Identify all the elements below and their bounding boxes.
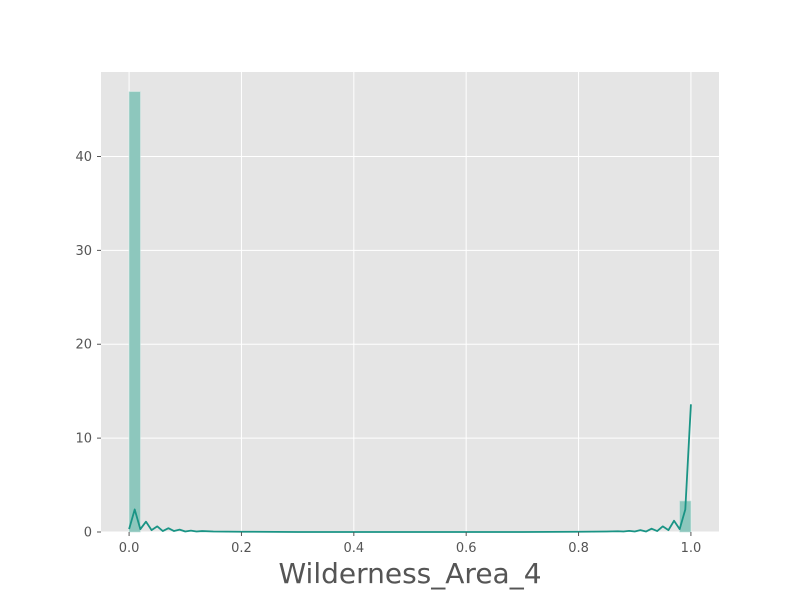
x-tick-label: 0.8 (568, 541, 589, 556)
y-tick-label: 30 (75, 244, 92, 259)
axis-ticks: 0.0 0.2 0.4 0.6 0.8 1.0 0 10 20 30 40 (75, 150, 701, 556)
kde-line (128, 404, 692, 533)
kde-curve-group (128, 404, 692, 533)
x-tick-label: 0.6 (456, 541, 477, 556)
y-tick-label: 0 (84, 526, 92, 541)
x-tick-label: 0.2 (231, 541, 252, 556)
y-tick-label: 10 (75, 432, 92, 447)
y-tick-label: 20 (75, 338, 92, 353)
x-tick-label: 0.0 (119, 541, 140, 556)
x-axis-title: Wilderness_Area_4 (278, 557, 541, 590)
plot-background (101, 72, 719, 532)
x-tick-label: 1.0 (681, 541, 702, 556)
y-tick-label: 40 (75, 150, 92, 165)
histogram-bar (128, 91, 141, 533)
x-tick-label: 0.4 (343, 541, 364, 556)
